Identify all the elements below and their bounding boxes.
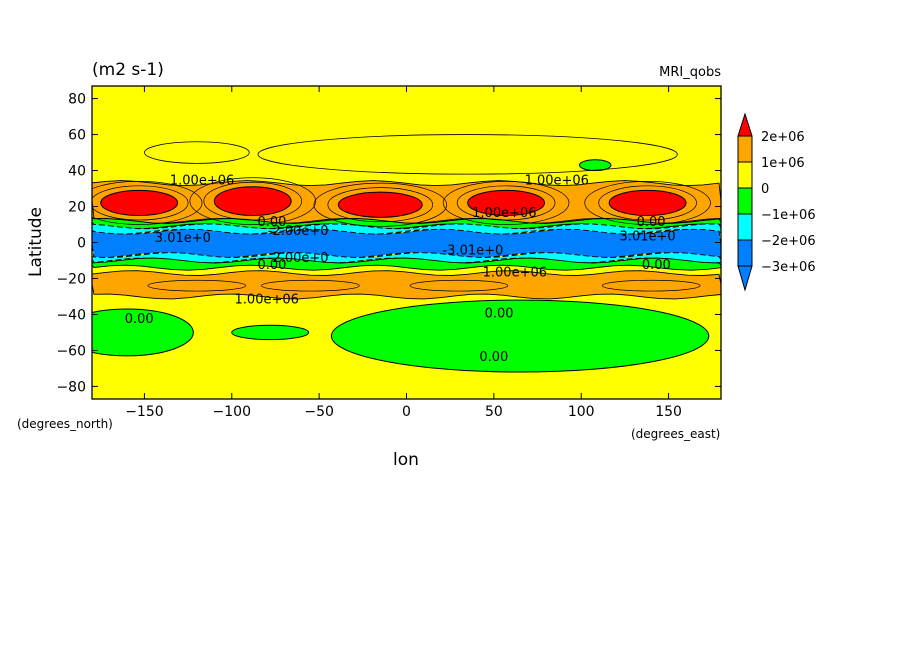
contour-label: 3.01e+0 [155, 231, 211, 246]
negative-region [330, 299, 710, 373]
y-tick-label: −40 [56, 307, 86, 323]
colorbar-label: −3e+06 [761, 260, 816, 275]
y-axis-title: Latitude [26, 207, 46, 277]
contour-label: 1.00e+06 [235, 292, 299, 307]
contour-label: 0.00 [479, 350, 508, 365]
contour-label: -3.01e+0 [442, 244, 503, 259]
contour-ring [189, 177, 316, 225]
maximum-cell [100, 189, 179, 217]
contour-ring [442, 180, 570, 225]
colorbar-label: 2e+06 [761, 130, 805, 145]
colorbar-bottom-arrow [737, 265, 753, 292]
maximum-cell [467, 189, 546, 217]
maximum-cell [213, 186, 292, 217]
contour-band [92, 270, 721, 300]
contour-ring [261, 279, 360, 292]
y-tick-label: 0 [77, 236, 86, 252]
units-label: (m2 s-1) [92, 60, 164, 80]
colorbar-label: 1e+06 [761, 156, 805, 171]
y-tick-label: 80 [68, 92, 86, 108]
contour-label: 1.00e+06 [472, 206, 536, 221]
contour-ring [456, 185, 556, 221]
contour-label: 0.00 [485, 307, 514, 322]
y-unit-label: (degrees_north) [17, 417, 113, 431]
contour-label: 0.00 [257, 258, 286, 273]
colorbar-box [737, 135, 753, 163]
contour-ring [409, 279, 509, 292]
x-tick-label: 100 [568, 404, 595, 420]
contour-label: 0.00 [125, 312, 154, 327]
colorbar-box [737, 187, 753, 215]
contour-label: 1.00e+06 [170, 174, 234, 189]
contour-line [257, 134, 678, 175]
negative-region [231, 324, 310, 341]
contour-label: 0.00 [637, 215, 666, 230]
contour-label: -2.00e+0 [268, 224, 329, 239]
maximum-cell [608, 189, 687, 217]
contour-label: 1.00e+06 [483, 265, 547, 280]
y-tick-label: −80 [56, 379, 86, 395]
x-tick-label: 0 [402, 404, 411, 420]
x-unit-label: (degrees_east) [631, 427, 720, 441]
contour-label: 0.00 [257, 215, 286, 230]
contour-ring [601, 279, 701, 292]
contour-ring [203, 181, 303, 221]
colorbar-label: −2e+06 [761, 234, 816, 249]
contour-label: -2.00e+0 [268, 251, 329, 266]
colorbar-box [737, 161, 753, 189]
x-tick-label: 150 [655, 404, 682, 420]
contour-ring [584, 180, 711, 225]
x-tick-label: −100 [213, 404, 251, 420]
x-axis-title: lon [393, 450, 419, 470]
y-tick-label: 60 [68, 128, 86, 144]
contour-line [144, 141, 250, 164]
contour-ring [598, 185, 697, 221]
contour-band [92, 223, 721, 235]
contour-label: 0.00 [642, 258, 671, 273]
y-tick-label: −60 [56, 343, 86, 359]
contour-band [92, 257, 721, 271]
contour-ring [313, 182, 448, 227]
y-tick-label: 40 [68, 164, 86, 180]
model-label: MRI_qobs [659, 65, 721, 80]
y-tick-label: −20 [56, 271, 86, 287]
colorbar-label: 0 [761, 182, 769, 197]
negative-region [92, 308, 194, 357]
contour-label: 1.00e+06 [525, 174, 589, 189]
contour-ring [92, 185, 189, 221]
contour-band [92, 218, 721, 230]
x-tick-label: −150 [125, 404, 163, 420]
y-tick-label: 20 [68, 200, 86, 216]
contour-ring [92, 180, 203, 225]
contour-ring [327, 187, 434, 223]
plot-area: 1.00e+06 1.00e+061.00e+060.00 0.00-2.00e+0… [92, 86, 721, 399]
colorbar-box [737, 213, 753, 241]
colorbar-label: −1e+06 [761, 208, 816, 223]
x-tick-label: −50 [304, 404, 334, 420]
contour-ring [147, 279, 247, 292]
maximum-cell [337, 191, 423, 218]
x-tick-label: 50 [485, 404, 503, 420]
negative-region [578, 159, 612, 172]
colorbar: 2e+06 1e+06 0 −1e+06 −2e+06 −3e+06 [737, 112, 816, 292]
colorbar-top-arrow [737, 112, 753, 137]
colorbar-box [737, 239, 753, 267]
contour-label: 3.01e+0 [620, 229, 676, 244]
